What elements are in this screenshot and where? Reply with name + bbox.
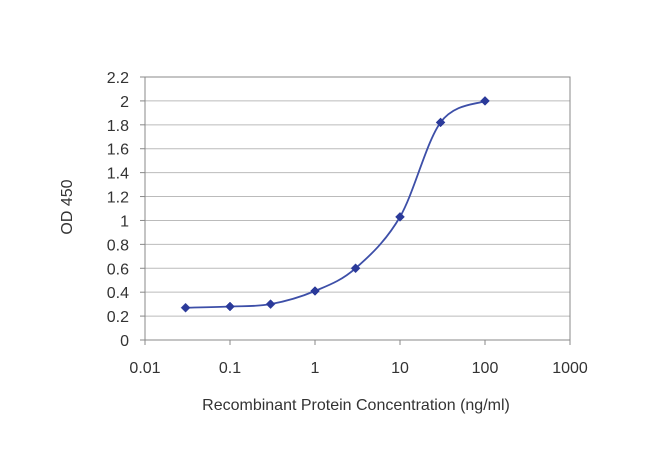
data-point xyxy=(225,301,235,312)
x-tick-label: 0.01 xyxy=(129,360,160,377)
y-tick-label: 1.6 xyxy=(107,142,129,159)
y-tick-label: 0 xyxy=(120,333,129,350)
y-tick-label: 1.4 xyxy=(107,166,129,183)
series-line xyxy=(185,100,486,309)
y-tick-label: 1.8 xyxy=(107,118,129,135)
y-tick-label: 0.2 xyxy=(107,309,129,326)
data-point xyxy=(395,212,405,222)
x-axis-label: Recombinant Protein Concentration (ng/ml… xyxy=(202,397,510,414)
x-tick-label: 100 xyxy=(472,360,499,377)
x-tick-label: 1 xyxy=(311,360,320,377)
plot-frame xyxy=(144,76,571,341)
y-tick-label: 1.2 xyxy=(107,190,129,207)
y-tick-label: 2.2 xyxy=(107,70,129,87)
x-axis-ticks: 0.01 0.1 1 10 100 1000 xyxy=(129,340,588,377)
x-tick-label: 1000 xyxy=(552,360,588,377)
data-point xyxy=(180,302,191,313)
x-tick-label: 10 xyxy=(391,360,409,377)
x-tick-label: 0.1 xyxy=(219,360,241,377)
y-tick-label: 2 xyxy=(120,94,129,111)
y-axis-label: OD 450 xyxy=(59,179,76,234)
data-point xyxy=(480,96,490,106)
y-tick-label: 0.6 xyxy=(107,261,129,278)
y-tick-label: 0.8 xyxy=(107,237,129,254)
data-point xyxy=(310,286,320,296)
y-tick-label: 1 xyxy=(120,213,129,230)
y-tick-label: 0.4 xyxy=(107,285,129,302)
data-point xyxy=(435,117,446,128)
data-point xyxy=(350,263,361,274)
data-point xyxy=(265,299,276,309)
plot-background xyxy=(145,77,570,340)
plot-area xyxy=(144,76,571,341)
data-series xyxy=(180,96,490,313)
y-axis-ticks: 0 0.2 0.4 0.6 0.8 1 1.2 1.4 1.6 1.8 2 2.2 xyxy=(107,70,145,350)
